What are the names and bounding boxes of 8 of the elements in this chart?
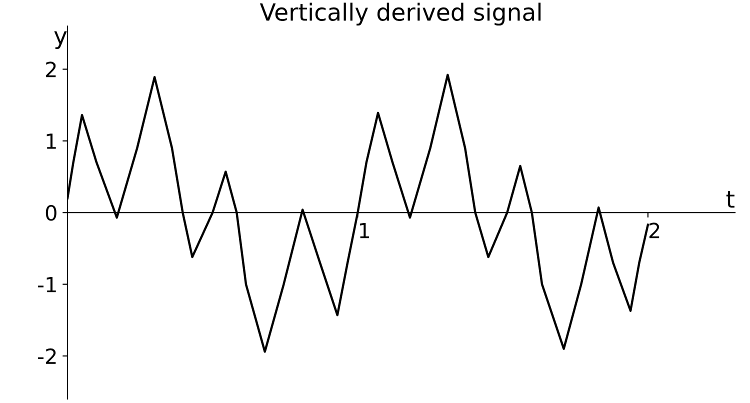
y-tick-label: 0 [46, 205, 56, 221]
y-tick-label: -2 [38, 348, 56, 364]
y-tick-label: 1 [46, 134, 56, 149]
chart-title: Vertically derived signal [260, 2, 541, 26]
y-tick-label: -1 [38, 276, 56, 292]
y-tick-label: 2 [46, 62, 56, 78]
y-axis-title: y [54, 31, 67, 50]
x-axis-title: t [726, 191, 734, 208]
